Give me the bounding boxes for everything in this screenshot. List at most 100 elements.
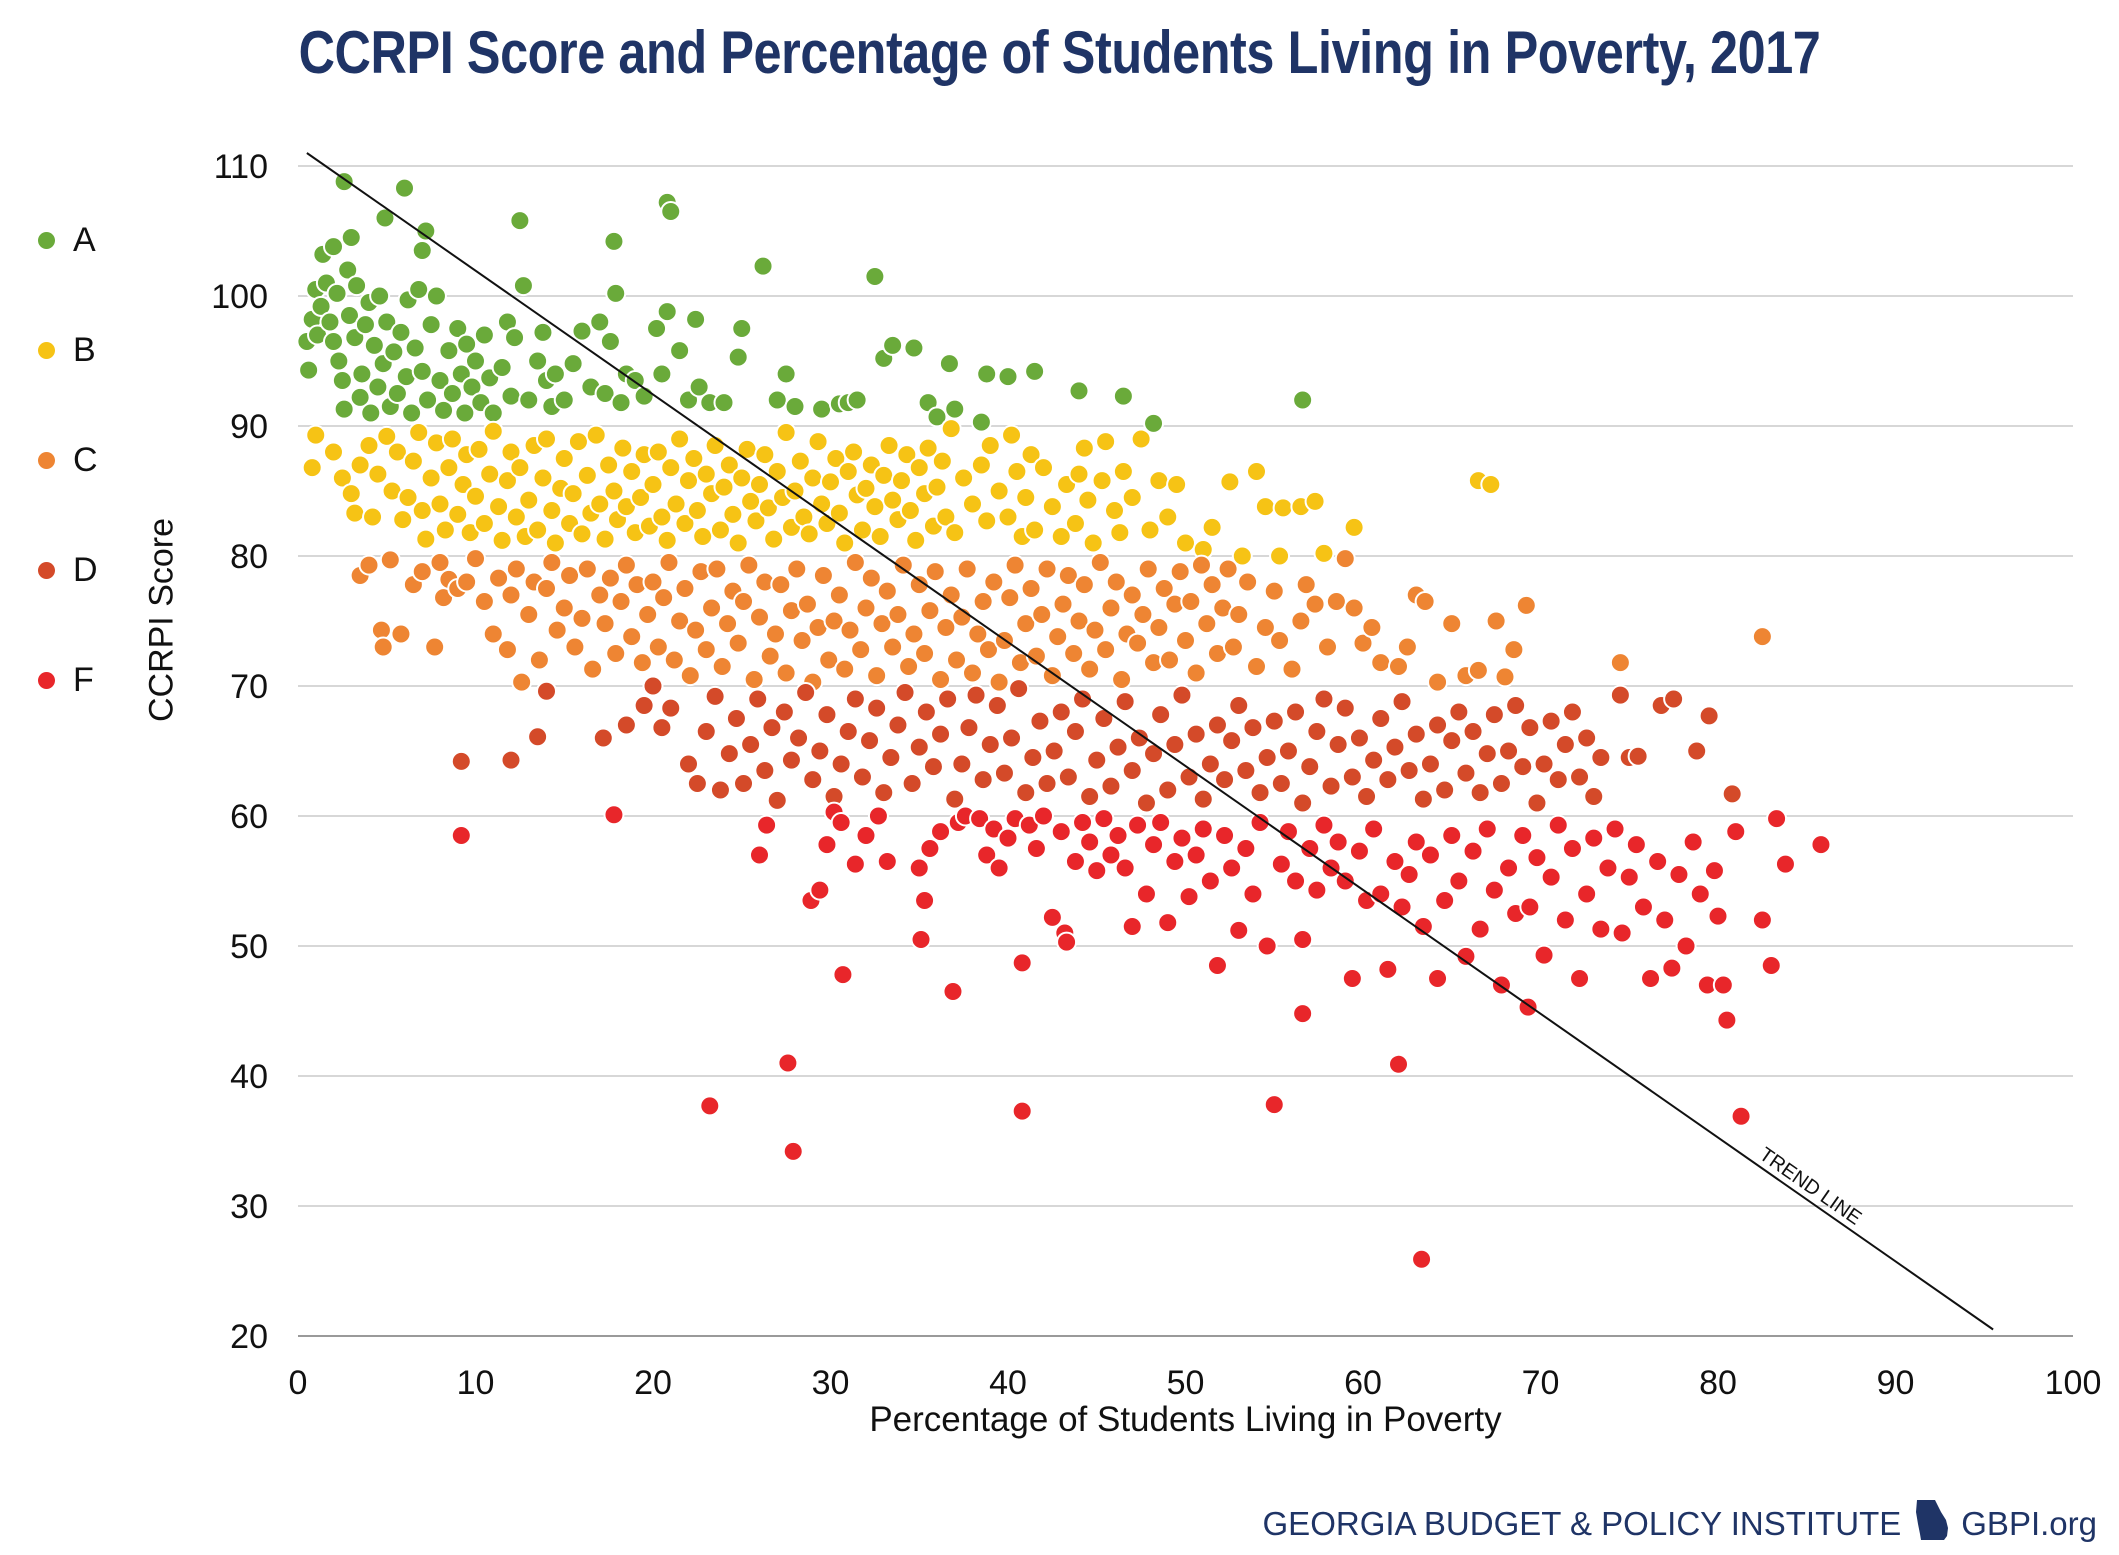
data-point-d [1306, 721, 1328, 742]
data-point-a [571, 320, 593, 342]
data-point-c [647, 636, 669, 658]
data-point-c [1073, 574, 1095, 596]
data-point-a [997, 366, 1019, 388]
legend-dot-icon [38, 451, 55, 469]
data-point-a [333, 398, 355, 420]
data-point-a [660, 201, 682, 222]
data-point-b [496, 470, 518, 492]
data-point-b [411, 500, 433, 521]
data-point-d [1327, 734, 1349, 755]
data-point-c [1515, 594, 1537, 616]
data-point-c [956, 558, 978, 580]
x-tick-label: 0 [289, 1364, 308, 1402]
data-point-c [1015, 613, 1037, 635]
data-point-f [1716, 1009, 1738, 1031]
data-point-f [1025, 838, 1047, 859]
data-point-b [1006, 461, 1028, 482]
data-point-b [1109, 522, 1131, 544]
data-point-f [1292, 929, 1314, 950]
data-point-d [1185, 723, 1207, 745]
data-point-d [1320, 775, 1342, 797]
data-point-c [706, 558, 728, 580]
data-point-d [733, 773, 755, 794]
data-point-b [1041, 496, 1063, 518]
data-point-b [731, 467, 753, 489]
data-point-b [1033, 457, 1054, 479]
data-point-a [354, 314, 376, 336]
data-point-f [1569, 968, 1591, 989]
data-point-a [454, 402, 476, 424]
data-point-b [491, 529, 513, 551]
data-point-b [1015, 487, 1037, 508]
data-point-a [369, 285, 391, 307]
data-point-f [1242, 883, 1264, 905]
footer-site-link[interactable]: GBPI.org [1961, 1505, 2097, 1542]
data-point-f [1178, 886, 1200, 908]
data-point-b [1112, 461, 1134, 482]
data-point-c [571, 607, 593, 629]
data-point-d [747, 688, 769, 710]
data-point-c [1414, 591, 1436, 612]
data-point-c [791, 630, 813, 651]
data-point-f [1604, 818, 1626, 840]
data-point-c [1441, 613, 1463, 635]
data-point-b [473, 513, 495, 534]
data-point-c [1180, 591, 1202, 612]
data-point-b [962, 493, 983, 515]
data-point-b [465, 485, 486, 507]
data-point-b [438, 457, 460, 479]
data-point-d [887, 714, 909, 736]
data-point-f [1434, 890, 1456, 911]
data-point-b [482, 420, 504, 442]
data-point-f [809, 879, 831, 901]
data-point-c [850, 639, 872, 661]
data-point-a [944, 398, 966, 420]
data-point-b [754, 444, 776, 466]
data-point-a [411, 360, 433, 382]
data-point-c [511, 671, 533, 693]
data-point-c [887, 604, 909, 625]
data-point-c [1100, 597, 1122, 619]
data-point-d [1043, 740, 1065, 762]
y-tick-label: 30 [230, 1188, 268, 1226]
data-point-f [1327, 831, 1349, 853]
data-point-b [562, 483, 584, 505]
data-point-c [828, 584, 850, 606]
data-point-f [930, 821, 952, 843]
data-point-c [1105, 571, 1127, 593]
data-point-b [367, 463, 389, 485]
data-point-d [1228, 695, 1250, 716]
data-point-d [709, 779, 731, 801]
data-point-b [1130, 428, 1152, 450]
data-point-c [505, 558, 527, 580]
data-point-f [1640, 968, 1662, 989]
data-point-d [1341, 766, 1363, 788]
data-point-d [1590, 747, 1612, 768]
data-point-f [450, 825, 472, 846]
data-point-a [415, 220, 437, 242]
data-point-c [1217, 558, 1239, 580]
data-point-b [757, 497, 779, 519]
data-point-d [951, 753, 973, 775]
data-point-d [937, 688, 959, 710]
data-point-a [605, 282, 627, 304]
data-point-b [505, 506, 527, 528]
data-point-c [1334, 548, 1356, 570]
data-point-c [1004, 554, 1026, 576]
data-point-d [1476, 743, 1498, 765]
data-point-f [855, 825, 877, 846]
data-point-d [1263, 710, 1285, 732]
data-point-d [922, 756, 944, 778]
data-point-a [512, 275, 534, 297]
data-point-c [1388, 656, 1409, 677]
data-point-a [646, 318, 668, 339]
data-point-f [1810, 834, 1832, 856]
data-point-c [839, 619, 861, 641]
data-point-f [749, 844, 770, 866]
data-point-c [1020, 578, 1042, 599]
data-point-b [660, 457, 682, 479]
x-tick-label: 60 [1344, 1364, 1382, 1402]
data-point-b [749, 474, 770, 495]
data-point-f [1675, 935, 1697, 957]
data-point-b [1073, 437, 1095, 459]
